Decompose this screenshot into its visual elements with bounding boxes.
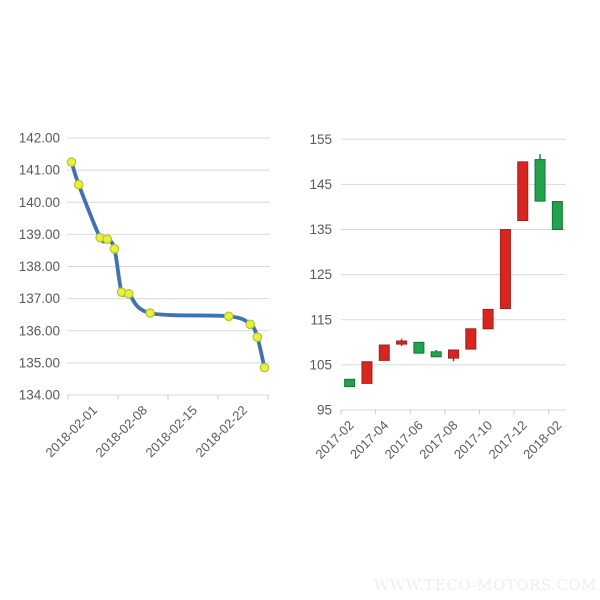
candle: [482, 308, 494, 330]
watermark: WWW.TECO-MOTORS.COM: [373, 576, 597, 594]
y-axis-label: 141.00: [19, 163, 60, 178]
y-axis-label: 105: [309, 357, 332, 372]
price-line: [69, 160, 267, 370]
candle-body: [551, 201, 563, 231]
candle-body: [430, 351, 442, 358]
candle-body: [344, 378, 356, 388]
data-point-marker: [102, 234, 113, 244]
data-point-marker: [73, 179, 84, 190]
candle-body: [482, 308, 494, 330]
candle-body: [534, 159, 546, 202]
candle: [430, 349, 442, 358]
candle: [448, 349, 459, 362]
data-point-marker: [109, 244, 120, 254]
candlestick-chart: 951051151251351451552017-022017-042017-0…: [309, 132, 566, 462]
candle: [361, 361, 373, 384]
y-axis-label: 115: [310, 312, 332, 327]
candle-body: [413, 341, 425, 354]
candle: [378, 344, 390, 361]
y-axis-label: 95: [317, 403, 332, 418]
x-axis-label: 2018-02-08: [92, 403, 150, 461]
data-point-marker: [123, 289, 134, 299]
candle-body: [517, 161, 529, 222]
x-axis-label: 2018-02-22: [192, 403, 250, 461]
y-axis-label: 155: [309, 132, 332, 147]
y-axis-label: 135.00: [19, 355, 60, 370]
y-axis-label: 134.00: [19, 388, 60, 403]
y-axis-label: 142.00: [19, 131, 60, 146]
candle: [465, 328, 477, 350]
candle-body: [378, 344, 390, 361]
data-point-marker: [245, 319, 255, 330]
y-axis-label: 138.00: [19, 259, 60, 274]
y-axis-label: 125: [309, 267, 332, 282]
candle: [344, 378, 356, 388]
y-axis-label: 140.00: [19, 195, 60, 210]
candle-body: [361, 361, 373, 384]
candle-body: [448, 349, 459, 359]
candle: [413, 341, 425, 354]
data-point-marker: [66, 157, 77, 167]
candle-body: [499, 229, 511, 309]
candle: [517, 161, 529, 222]
candle: [396, 338, 408, 346]
x-axis-label: 2018-02-15: [142, 403, 200, 461]
y-axis-label: 139.00: [19, 227, 60, 242]
y-axis-label: 145: [309, 177, 332, 192]
y-axis-label: 137.00: [19, 291, 60, 306]
y-axis-label: 135: [309, 222, 332, 237]
data-point-marker: [223, 311, 234, 322]
candle-body: [465, 328, 477, 350]
candle: [499, 229, 511, 309]
x-axis-label: 2018-02: [520, 418, 564, 462]
data-point-marker: [259, 362, 270, 373]
y-axis-label: 136.00: [19, 323, 60, 338]
candle: [551, 201, 563, 231]
candle: [534, 154, 546, 202]
x-axis-label: 2018-02-01: [42, 403, 100, 461]
data-point-marker: [145, 308, 155, 318]
line-chart: 134.00 135.00 136.00 137.00 138.00 139.00 140.…: [19, 131, 270, 461]
data-point-marker: [252, 332, 263, 342]
candle-body: [396, 340, 408, 345]
